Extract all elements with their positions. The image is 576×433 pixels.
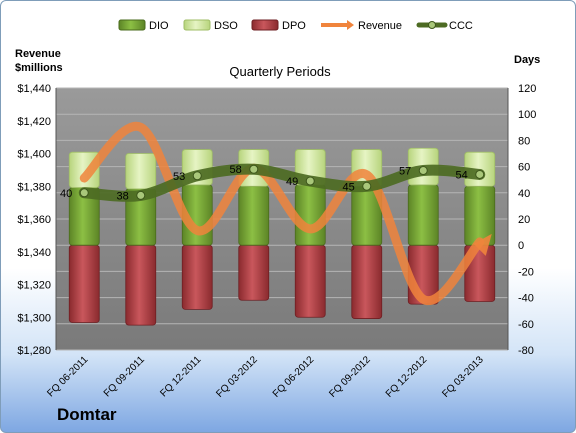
bar-dpo: [238, 244, 270, 301]
right-tick-label: -80: [518, 345, 534, 357]
legend-ccc-marker: [428, 21, 436, 29]
left-tick-label: $1,300: [17, 312, 51, 324]
left-tick-label: $1,380: [17, 181, 51, 193]
left-tick-label: $1,320: [17, 280, 51, 292]
bar-dpo: [125, 244, 157, 326]
left-axis: $1,440 $1,420 $1,400 $1,380 $1,360 $1,340 $1,3…: [17, 83, 57, 357]
ccc-point: [305, 176, 315, 186]
right-tick-label: -40: [518, 293, 534, 305]
bar-dio: [407, 184, 439, 246]
x-tick-label: FQ 09-2012: [327, 354, 373, 400]
ccc-data-label: 40: [60, 188, 72, 200]
x-tick-label: FQ 03-2012: [214, 354, 260, 400]
x-axis: FQ 06-2011 FQ 09-2011 FQ 12-2011 FQ 03-2012…: [45, 354, 486, 400]
legend-label: DPO: [282, 20, 306, 32]
ccc-point: [362, 181, 372, 191]
right-axis-title: Days: [514, 54, 540, 66]
ccc-data-label: 45: [343, 181, 355, 193]
ccc-data-label: 53: [173, 171, 185, 183]
data-labels: 40 38 53 58 49 45 57 54: [60, 164, 468, 202]
right-tick-label: 80: [518, 135, 530, 147]
x-tick-label: FQ 06-2011: [45, 354, 90, 399]
bar-dpo: [351, 244, 383, 319]
legend-dpo-swatch: [251, 19, 279, 31]
left-tick-label: $1,360: [17, 214, 51, 226]
revenue-line: [79, 121, 485, 305]
bar-dio: [238, 185, 270, 246]
x-tick-label: FQ 06-2012: [271, 354, 317, 400]
ccc-data-label: 38: [117, 190, 129, 202]
legend-revenue-arrow: [347, 20, 354, 30]
left-tick-label: $1,280: [17, 345, 51, 357]
bars: [68, 147, 496, 326]
ccc-point: [475, 169, 485, 179]
company-name: Domtar: [57, 405, 117, 424]
left-tick-label: $1,420: [17, 116, 51, 128]
left-axis-title-unit: $millions: [15, 62, 63, 74]
ccc-data-label: 49: [286, 176, 298, 188]
legend-label: CCC: [449, 20, 473, 32]
right-tick-label: 120: [518, 83, 536, 95]
left-axis-title: Revenue: [15, 48, 61, 60]
ccc-point: [418, 166, 428, 176]
right-tick-label: -20: [518, 266, 534, 278]
lines: [78, 121, 492, 305]
ccc-data-label: 54: [456, 169, 468, 181]
x-tick-label: FQ 09-2011: [102, 354, 147, 399]
left-tick-label: $1,340: [17, 247, 51, 259]
ccc-point: [192, 171, 202, 181]
legend-dio-swatch: [118, 19, 146, 31]
x-tick-label: FQ 12-2012: [384, 354, 430, 400]
ccc-point: [136, 190, 146, 200]
legend-dso-swatch: [183, 19, 211, 31]
x-tick-label: FQ 12-2011: [158, 354, 203, 399]
bar-dpo: [68, 244, 100, 323]
legend-label: DSO: [214, 20, 238, 32]
ccc-point: [249, 164, 259, 174]
ccc-data-label: 58: [230, 164, 242, 176]
bar-dpo: [294, 244, 326, 318]
x-tick-label: FQ 03-2013: [440, 354, 486, 400]
left-tick-label: $1,440: [17, 83, 51, 95]
right-tick-label: 100: [518, 109, 536, 121]
bar-dpo: [181, 244, 213, 310]
bar-dio: [294, 184, 326, 246]
chart-title: Quarterly Periods: [229, 64, 331, 79]
revenue-arrowhead: [473, 233, 492, 256]
left-tick-label: $1,400: [17, 149, 51, 161]
axis-titles: Revenue $millions Days Quarterly Periods: [15, 48, 540, 79]
legend: DIO DSO DPO Revenue CCC: [118, 19, 473, 32]
right-tick-label: 40: [518, 188, 530, 200]
right-axis: 120 100 80 60 40 20 0 -20 -40 -60 -80: [507, 83, 536, 357]
right-tick-label: 0: [518, 240, 524, 252]
ccc-data-label: 57: [399, 166, 411, 178]
right-tick-label: 60: [518, 162, 530, 174]
ccc-line: [78, 163, 486, 202]
legend-label: Revenue: [358, 20, 402, 32]
right-tick-label: -60: [518, 319, 534, 331]
bar-dso: [125, 153, 157, 190]
right-tick-label: 20: [518, 214, 530, 226]
legend-label: DIO: [149, 20, 169, 32]
ccc-point: [79, 188, 89, 198]
